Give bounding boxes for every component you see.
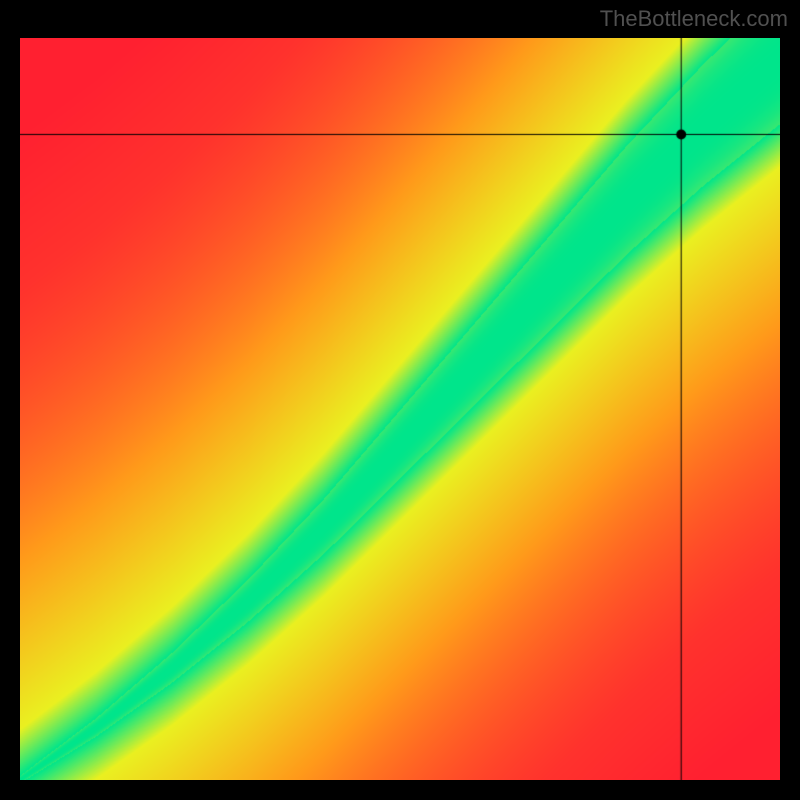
bottleneck-heatmap — [20, 38, 780, 780]
watermark-text: TheBottleneck.com — [600, 6, 788, 32]
heatmap-canvas — [20, 38, 780, 780]
